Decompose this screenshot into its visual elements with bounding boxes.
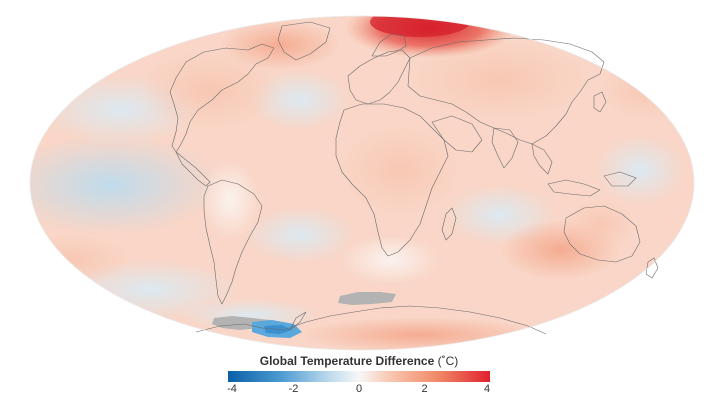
legend-tick-label: -2 bbox=[288, 383, 299, 395]
coastline-north-america bbox=[169, 43, 275, 153]
coastline-southeast-asia bbox=[531, 143, 553, 175]
coastline-new-zealand bbox=[645, 257, 659, 279]
legend-tick-label: 0 bbox=[355, 383, 363, 395]
legend-tick-label: 2 bbox=[421, 383, 428, 395]
color-legend: Global Temperature Difference (˚C) -4 -2 0… bbox=[227, 354, 491, 414]
no-data-patch-weddell bbox=[338, 292, 396, 305]
warm-anomaly-greenland bbox=[220, 20, 340, 70]
legend-tick-label: -4 bbox=[227, 383, 237, 395]
legend-unit: (˚C) bbox=[437, 354, 459, 368]
coastline-madagascar bbox=[441, 207, 457, 241]
coastlines bbox=[169, 21, 659, 335]
globe-outline bbox=[29, 15, 695, 351]
legend-title-text: Global Temperature Difference bbox=[259, 354, 435, 368]
coastline-europe bbox=[347, 49, 411, 105]
coastline-greenland bbox=[277, 21, 331, 61]
coastline-arabia bbox=[431, 115, 483, 153]
cool-anomaly-south-atlantic bbox=[245, 207, 355, 263]
warm-anomaly-asia bbox=[410, 40, 590, 120]
coastline-india bbox=[491, 127, 519, 169]
legend-tick-label: 4 bbox=[483, 383, 491, 395]
warm-anomaly-australia bbox=[565, 200, 635, 250]
coastline-south-america bbox=[203, 179, 263, 305]
coastline-asia bbox=[407, 37, 605, 145]
warm-anomaly-south-pacific bbox=[30, 235, 130, 285]
cool-anomaly-east-pacific bbox=[30, 135, 220, 235]
coastline-antarctica bbox=[195, 305, 547, 335]
warm-anomaly-africa bbox=[340, 125, 460, 215]
legend-color-bar bbox=[228, 371, 490, 382]
coastline-africa bbox=[335, 103, 449, 257]
warm-anomaly-north-america bbox=[140, 50, 280, 130]
coastline-japan bbox=[593, 91, 607, 113]
coastline-central-america bbox=[175, 151, 211, 187]
legend-title: Global Temperature Difference (˚C) bbox=[228, 354, 490, 368]
cool-anomaly-west-pacific bbox=[595, 135, 685, 205]
warm-anomaly-far-east bbox=[600, 60, 694, 120]
coastline-australia bbox=[563, 205, 641, 263]
coastline-scandinavia bbox=[371, 33, 407, 57]
coastline-indonesia bbox=[547, 179, 601, 197]
